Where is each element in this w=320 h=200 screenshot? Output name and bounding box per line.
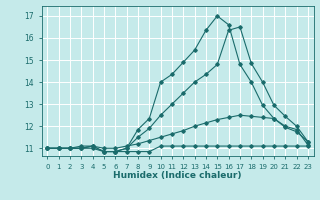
X-axis label: Humidex (Indice chaleur): Humidex (Indice chaleur) (113, 171, 242, 180)
